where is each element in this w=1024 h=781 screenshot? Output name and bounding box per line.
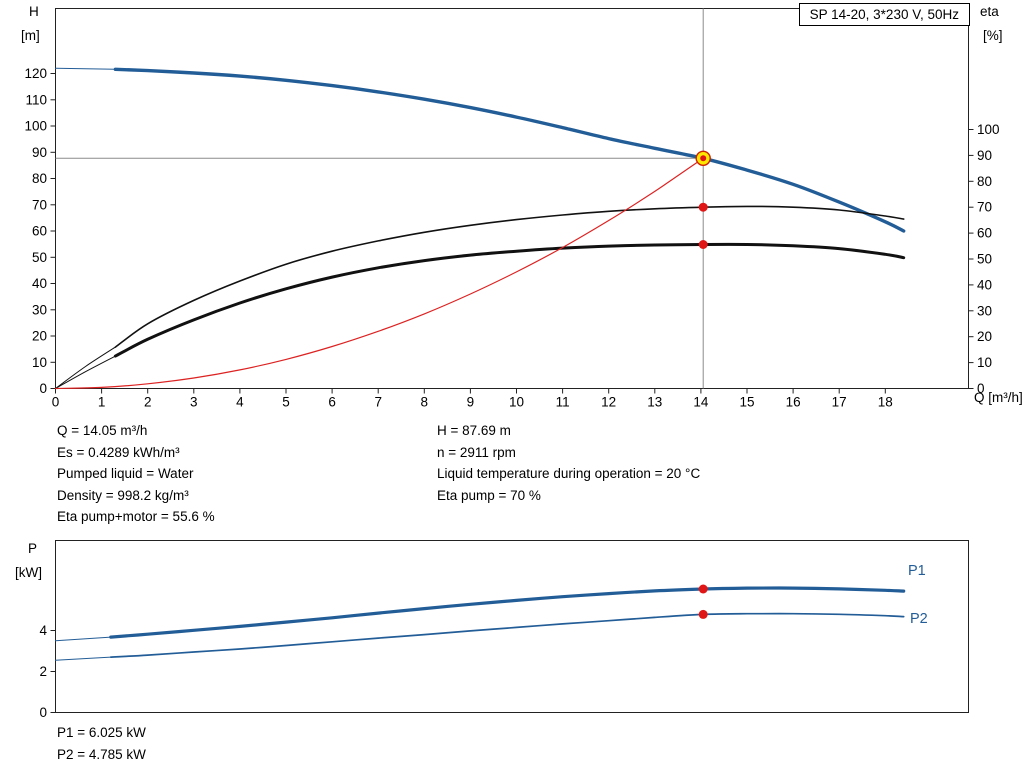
pump-curve-lead: [55, 67, 116, 70]
result-speed: n = 2911 rpm: [437, 444, 516, 460]
q-axis-tick-label: 2: [144, 395, 152, 410]
result-liquid: Pumped liquid = Water: [57, 466, 194, 481]
q-axis-tick-label: 6: [328, 395, 336, 410]
h-axis-tick-label: 40: [32, 276, 47, 291]
q-axis-tick-label: 5: [282, 395, 290, 410]
q-axis-tick-label: 18: [878, 395, 893, 410]
p1-curve: [109, 586, 906, 639]
eta-axis-tick-label: 60: [977, 226, 992, 241]
eta-pump-curve: [114, 205, 905, 348]
h-axis-tick-label: 70: [32, 197, 47, 212]
p-axis-tick-label: 2: [39, 664, 47, 679]
h-axis-tick-label: 10: [32, 355, 47, 370]
q-axis-tick-label: 13: [647, 395, 662, 410]
eta-axis-tick-label: 70: [977, 200, 992, 215]
h-axis-tick-label: 80: [32, 171, 47, 186]
p2-marker: [698, 609, 708, 619]
q-axis-tick-label: 10: [509, 395, 524, 410]
power-results-column: P1 = 6.025 kW P2 = 4.785 kW: [57, 722, 146, 765]
p2-lead: [55, 656, 112, 661]
hq-chart-frame: [55, 8, 969, 389]
h-axis-tick-label: 90: [32, 145, 47, 160]
h-axis-tick-label: 0: [39, 381, 47, 396]
q-axis-label: Q [m³/h]: [974, 390, 1023, 405]
eta-axis-label: eta: [980, 4, 999, 19]
results-right-column: H = 87.69 m n = 2911 rpm Liquid temperat…: [437, 420, 700, 506]
eta-axis-tick-label: 40: [977, 277, 992, 292]
p1-marker: [698, 584, 708, 594]
q-axis-tick-label: 3: [190, 395, 198, 410]
eta-axis-tick-label: 10: [977, 355, 992, 370]
q-axis-tick-label: 1: [98, 395, 106, 410]
eta-pump-marker: [698, 202, 708, 212]
p-axis-tick-label: 0: [39, 705, 47, 720]
q-axis-tick-label: 11: [556, 395, 570, 410]
result-head: H = 87.69 m: [437, 423, 511, 438]
q-axis-tick-label: 12: [601, 395, 616, 410]
eta-pump-motor-curve: [113, 242, 906, 358]
results-left-column: Q = 14.05 m³/h Es = 0.4289 kWh/m³ Pumped…: [57, 420, 215, 528]
result-eta-pump-motor: Eta pump+motor = 55.6 %: [57, 509, 215, 524]
eta-pump-motor-marker: [698, 240, 708, 249]
result-density: Density = 998.2 kg/m³: [57, 487, 189, 503]
h-axis-tick-label: 30: [32, 302, 47, 317]
eta-axis-unit: [%]: [983, 28, 1003, 43]
result-p2: P2 = 4.785 kW: [57, 746, 146, 762]
eta-axis-tick-label: 100: [977, 122, 1000, 137]
q-axis-tick-label: 8: [421, 395, 429, 410]
h-axis-tick-label: 60: [32, 224, 47, 239]
eta-axis-tick-label: 20: [977, 329, 992, 344]
result-eta-pump: Eta pump = 70 %: [437, 487, 541, 503]
q-axis-tick-label: 9: [467, 395, 475, 410]
q-axis-tick-label: 16: [786, 395, 801, 410]
h-axis-tick-label: 110: [25, 92, 47, 107]
eta-pump-motor-lead: [55, 355, 116, 389]
pump-curve-curve: [113, 67, 906, 233]
h-axis-tick-label: 120: [24, 66, 47, 81]
curve-title-box: SP 14-20, 3*230 V, 50Hz: [798, 3, 970, 26]
h-axis-unit: [m]: [21, 28, 40, 43]
p-axis-tick-label: 4: [39, 623, 47, 638]
result-p1: P1 = 6.025 kW: [57, 725, 146, 740]
q-axis-tick-label: 14: [693, 395, 709, 410]
p2-curve-label: P2: [910, 611, 928, 627]
h-axis-tick-label: 20: [32, 329, 47, 344]
eta-pump-lead: [55, 346, 116, 389]
p-axis-label: P: [28, 541, 38, 556]
result-energy: Es = 0.4289 kWh/m³: [57, 444, 180, 460]
p1-curve-label: P1: [908, 563, 926, 579]
q-axis-tick-label: 7: [374, 395, 382, 410]
result-flow: Q = 14.05 m³/h: [57, 423, 148, 438]
p1-lead: [55, 636, 112, 642]
q-axis-tick-label: 15: [739, 395, 754, 410]
h-axis-label: H: [29, 4, 39, 19]
eta-axis-tick-label: 80: [977, 174, 992, 189]
q-axis-tick-label: 4: [236, 395, 244, 410]
result-temperature: Liquid temperature during operation = 20…: [437, 466, 701, 481]
eta-axis-tick-label: 90: [977, 148, 992, 163]
power-chart-frame: [55, 540, 969, 713]
h-axis-tick-label: 50: [32, 250, 47, 265]
eta-axis-tick-label: 0: [977, 381, 985, 396]
q-axis-tick-label: 17: [832, 395, 847, 410]
eta-axis-tick-label: 50: [977, 252, 992, 267]
p-axis-unit: [kW]: [15, 565, 42, 580]
eta-axis-tick-label: 30: [977, 303, 992, 318]
q-axis-tick-label: 0: [52, 395, 60, 410]
h-axis-tick-label: 100: [24, 119, 47, 134]
p2-curve: [109, 612, 905, 658]
duty-point-center: [700, 155, 707, 162]
system-curve-curve: [54, 157, 704, 390]
